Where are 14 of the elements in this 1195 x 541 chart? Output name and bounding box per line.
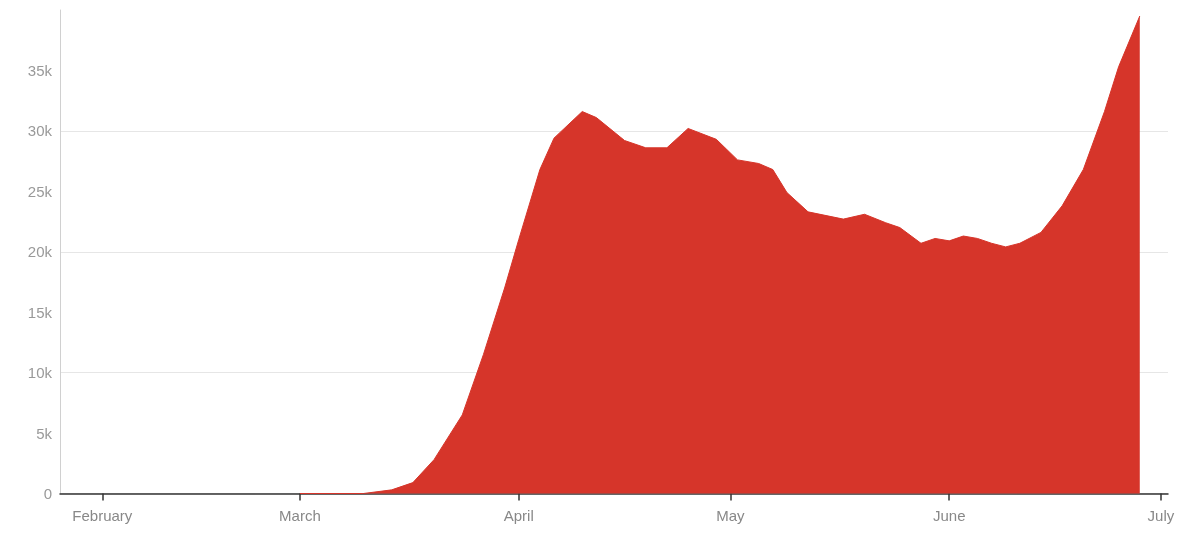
x-tick-label: March	[279, 506, 321, 524]
y-tick-label: 10k	[27, 364, 53, 382]
y-tick-label: 30k	[27, 122, 53, 140]
x-tick-label: July	[1147, 506, 1175, 524]
x-tick-label: June	[932, 506, 966, 524]
y-tick-label: 15k	[27, 303, 53, 321]
x-tick-label: February	[72, 506, 133, 524]
y-tick-label: 20k	[27, 243, 53, 261]
y-tick-label: 35k	[27, 61, 53, 79]
y-tick-label: 0	[43, 485, 52, 502]
x-tick-label: April	[503, 506, 534, 524]
x-tick-label: May	[716, 506, 746, 524]
y-tick-label: 25k	[27, 182, 53, 200]
y-tick-label: 5k	[36, 424, 53, 442]
